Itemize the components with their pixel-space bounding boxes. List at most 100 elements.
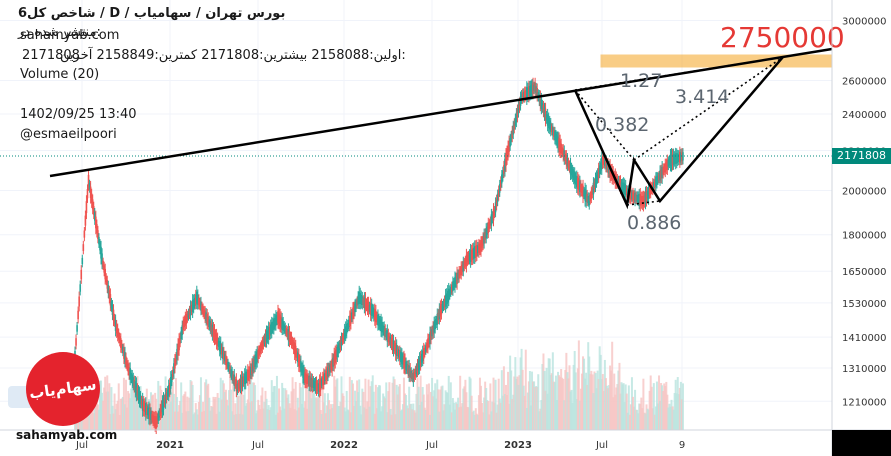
candle-body	[447, 288, 450, 301]
candle-body	[653, 181, 655, 189]
candle-body	[85, 201, 88, 214]
candle-body	[331, 358, 333, 371]
volume-bar	[642, 378, 645, 430]
volume-bar	[268, 410, 271, 430]
candle-body	[139, 395, 142, 404]
candle-body	[173, 363, 175, 374]
volume-bar	[84, 408, 87, 430]
candle-body	[605, 161, 607, 169]
volume-bar	[228, 390, 231, 430]
candle-body	[289, 334, 292, 342]
volume-bar	[471, 412, 474, 430]
candle-body	[264, 333, 267, 343]
volume-bar	[290, 391, 293, 430]
volume-bar	[595, 388, 598, 430]
candle-body	[330, 363, 332, 370]
volume-bar	[236, 390, 239, 430]
candle-body	[353, 306, 355, 315]
volume-bar	[468, 376, 471, 430]
candle-body	[556, 135, 558, 145]
volume-bar	[565, 352, 568, 430]
volume-bar	[507, 371, 510, 430]
volume-bar	[643, 412, 646, 430]
volume-bar	[265, 398, 268, 430]
candle-body	[682, 152, 684, 161]
volume-bar	[604, 378, 607, 430]
candle-body	[176, 348, 178, 360]
volume-bar	[535, 386, 538, 430]
volume-bar	[497, 378, 500, 430]
candle-body	[245, 372, 248, 380]
candle-body	[487, 222, 490, 234]
candle-body	[292, 341, 295, 350]
candle-body	[670, 153, 673, 166]
volume-bar	[540, 400, 543, 430]
candle-body	[645, 191, 648, 202]
candle-body	[406, 364, 408, 371]
candle-body	[466, 255, 469, 263]
volume-bar	[651, 408, 654, 430]
volume-bar	[598, 346, 601, 430]
volume-bar	[534, 386, 537, 430]
candle-body	[98, 236, 100, 245]
candle-body	[532, 83, 534, 94]
candle-body	[385, 331, 388, 338]
candle-body	[600, 157, 603, 170]
y-tick-label: 1410000	[842, 333, 887, 344]
candle-body	[523, 90, 526, 99]
volume-bar	[519, 357, 522, 430]
candle-body	[141, 398, 144, 411]
candle-body	[632, 192, 634, 201]
candle-body	[194, 294, 197, 305]
candle-body	[509, 138, 511, 147]
volume-bar	[363, 407, 366, 430]
volume-bar	[348, 376, 351, 430]
volume-bar	[512, 394, 515, 430]
volume-bar	[673, 393, 676, 430]
candle-body	[473, 246, 476, 259]
volume-bar	[314, 398, 317, 430]
candle-body	[281, 318, 283, 330]
volume-bar	[557, 371, 560, 430]
volume-bar	[458, 407, 461, 430]
volume-bar	[123, 404, 126, 430]
volume-bar	[195, 409, 198, 430]
volume-bar	[365, 408, 368, 430]
candle-body	[394, 342, 397, 355]
volume-bar	[181, 412, 184, 430]
candle-body	[379, 319, 381, 328]
candle-body	[92, 206, 95, 215]
publisher-site[interactable]: sahamyab.com	[20, 28, 120, 43]
volume-bar	[576, 368, 579, 430]
volume-bar	[640, 397, 643, 430]
candle-body	[305, 373, 307, 384]
volume-bar	[106, 375, 109, 430]
candle-body	[594, 177, 597, 188]
candle-body	[142, 401, 145, 412]
candle-body	[560, 143, 562, 154]
candle-body	[426, 342, 428, 350]
candle-body	[299, 358, 301, 368]
volume-bar	[517, 384, 520, 430]
candle-body	[465, 254, 468, 267]
volume-bar	[360, 414, 363, 430]
candle-body	[470, 249, 473, 261]
candle-body	[384, 328, 387, 337]
candle-body	[304, 372, 306, 383]
volume-bar	[336, 378, 339, 430]
volume-bar	[648, 390, 651, 430]
volume-bar	[105, 391, 108, 430]
volume-bar	[442, 410, 445, 430]
volume-bar	[245, 403, 248, 430]
volume-bar	[542, 353, 545, 430]
volume-bar	[655, 381, 658, 430]
ohlc-values: اولین:2158088 بیشترین:2171808 کمترین:215…	[60, 48, 406, 63]
volume-bar	[108, 383, 111, 430]
volume-bar	[678, 387, 681, 430]
volume-bar	[305, 380, 308, 430]
candle-body	[290, 335, 293, 345]
candle-body	[436, 313, 439, 325]
volume-bar	[338, 406, 341, 430]
volume-bar	[589, 374, 592, 430]
